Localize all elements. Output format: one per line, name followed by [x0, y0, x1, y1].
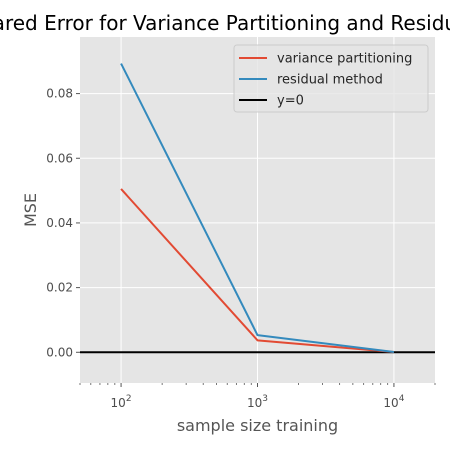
- y-tick-label: 0.06: [46, 151, 73, 165]
- x-axis-label: sample size training: [177, 416, 338, 435]
- legend: variance partitioning residual method y=0: [234, 45, 428, 112]
- legend-entry: variance partitioning: [277, 52, 412, 67]
- x-tick-label: 103: [247, 394, 268, 410]
- chart-title: Mean Squared Error for Variance Partitio…: [0, 11, 450, 35]
- y-tick-label: 0.00: [46, 345, 73, 359]
- y-tick-label: 0.02: [46, 281, 73, 295]
- y-tick-label: 0.08: [46, 87, 73, 101]
- x-tick-label: 104: [383, 394, 404, 410]
- legend-entry: y=0: [277, 94, 304, 109]
- y-tick-label: 0.04: [46, 216, 73, 230]
- x-tick-label: 102: [111, 394, 132, 410]
- legend-entry: residual method: [277, 73, 383, 88]
- y-axis-label: MSE: [21, 193, 40, 227]
